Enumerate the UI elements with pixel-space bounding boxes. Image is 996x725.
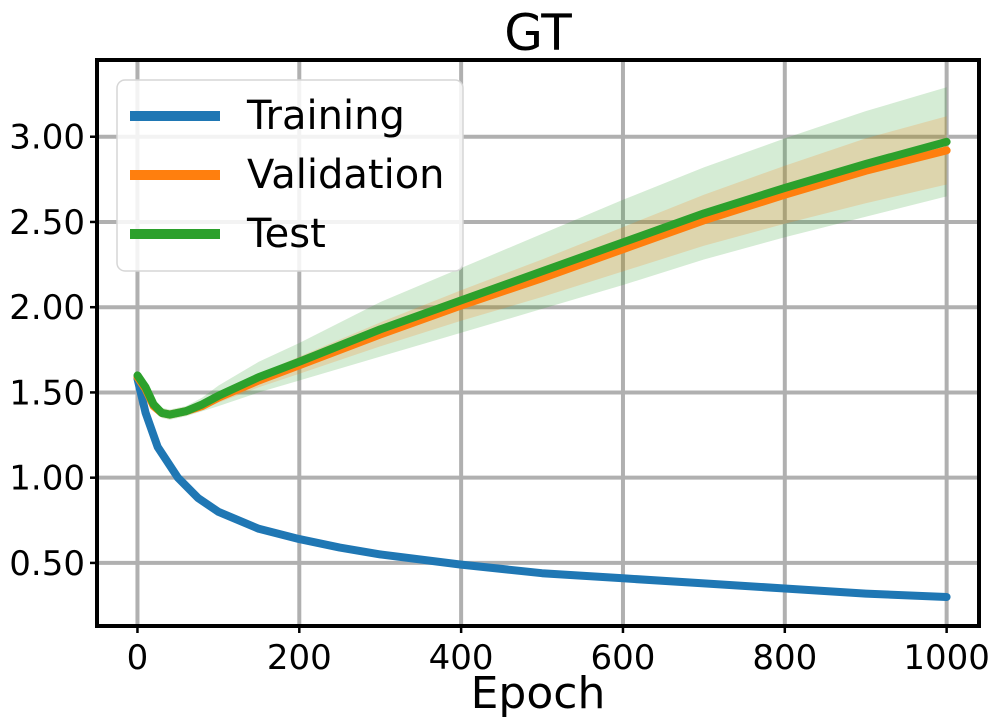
legend-label-validation: Validation bbox=[247, 152, 445, 198]
y-tick-label: 0.50 bbox=[9, 544, 85, 584]
x-tick-label: 600 bbox=[591, 638, 656, 678]
test-band bbox=[137, 87, 947, 420]
training-line bbox=[133, 374, 951, 601]
x-tick-label: 1000 bbox=[903, 638, 990, 678]
y-tick-label: 1.50 bbox=[9, 373, 85, 413]
y-axis-ticks: 0.50 1.00 1.50 2.00 2.50 3.00 bbox=[9, 118, 97, 584]
x-axis-ticks: 0 200 400 600 800 1000 bbox=[127, 626, 990, 678]
test-line bbox=[133, 137, 951, 419]
y-tick-label: 2.50 bbox=[9, 203, 85, 243]
series-lines bbox=[133, 137, 951, 601]
x-tick-label: 800 bbox=[752, 638, 817, 678]
x-tick-label: 400 bbox=[429, 638, 494, 678]
x-tick-label: 0 bbox=[127, 638, 149, 678]
x-axis-label: Epoch bbox=[471, 668, 606, 719]
legend-label-training: Training bbox=[246, 93, 405, 139]
y-tick-label: 1.00 bbox=[9, 459, 85, 499]
x-tick-label: 200 bbox=[267, 638, 332, 678]
legend: Training Validation Test bbox=[116, 79, 464, 272]
chart-title: GT bbox=[504, 4, 572, 62]
plot-frame bbox=[95, 58, 981, 628]
y-tick-label: 3.00 bbox=[9, 118, 85, 158]
y-tick-label: 2.00 bbox=[9, 288, 85, 328]
legend-box bbox=[116, 79, 464, 272]
legend-label-test: Test bbox=[246, 211, 326, 257]
